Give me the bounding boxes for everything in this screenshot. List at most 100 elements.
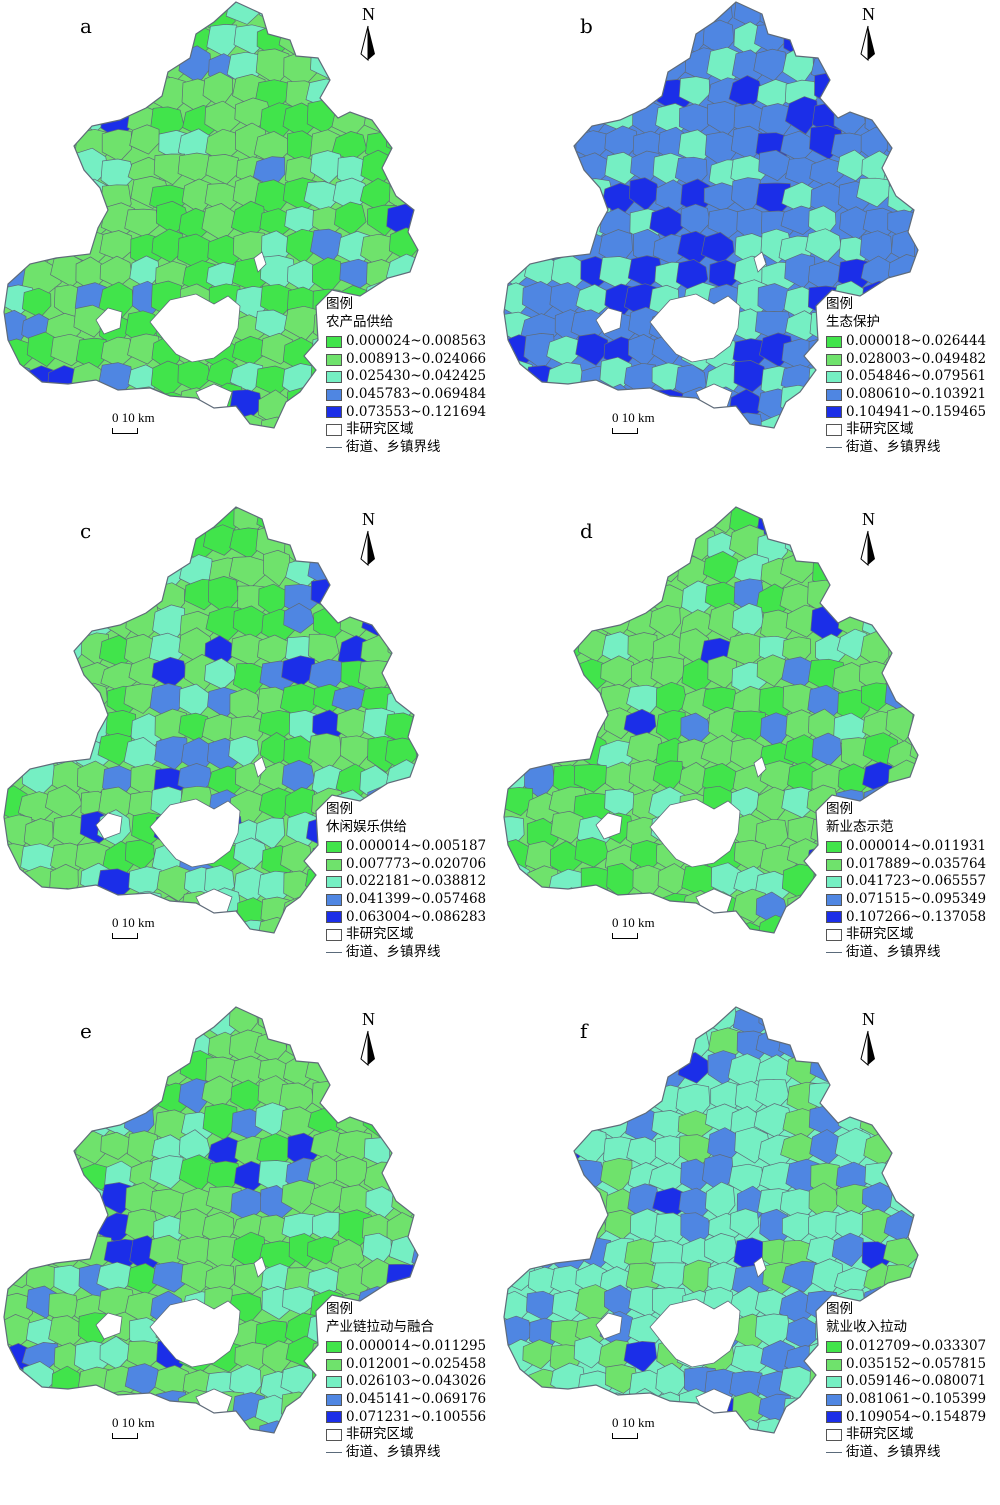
region-cell [504,917,535,933]
region-cell [603,1029,640,1062]
region-cell [627,577,659,608]
region-cell [521,918,554,933]
region-cell [524,77,556,113]
region-cell [130,1057,162,1090]
region-cell [389,579,418,617]
non-study-area [95,1312,123,1340]
region-cell [25,711,60,745]
region-cell [280,507,313,543]
legend-swatch [326,858,342,871]
region-cell [504,1371,529,1403]
legend-swatch [826,1393,842,1406]
region-cell [677,1110,713,1141]
region-cell [386,1053,418,1085]
region-cell [504,51,533,85]
region-cell [99,557,133,593]
non-study-area [595,307,623,335]
region-cell [25,627,60,665]
region-cell [103,1027,137,1059]
region-cell [649,29,681,63]
region-cell [4,411,35,428]
legend-line-swatch [326,447,342,449]
region-cell [101,581,134,611]
legend-range: 0.028003~0.049482 [846,350,987,367]
region-cell [629,21,663,53]
legend-title: 图例 [326,296,353,312]
scale-label: 0 10 km [112,915,155,930]
region-cell [76,1389,109,1424]
region-cell [786,2,819,32]
region-cell [130,72,162,102]
region-cell [523,1183,561,1222]
legend-subtitle: 生态保护 [826,313,880,330]
region-cell [914,260,918,296]
choropleth-map [503,1,919,429]
region-cell [548,2,584,27]
legend-swatch [326,423,342,436]
region-cell [4,1131,36,1165]
region-cell [572,583,608,617]
region-cell [51,1365,82,1404]
legend-range: 0.041723~0.065557 [846,873,987,890]
legend-range: 0.109054~0.154879 [846,1408,987,1425]
region-cell [53,1077,85,1112]
region-cell [504,413,537,428]
region-cell [4,363,34,399]
legend-range: 0.000014~0.005187 [346,838,487,855]
legend: 图例 生态保护 0.000018~0.026444 0.028003~0.049482… [826,296,996,456]
region-cell [548,1183,586,1219]
region-cell [388,654,418,688]
region-cell [4,507,30,539]
region-cell [910,708,918,743]
region-cell [4,1418,37,1433]
region-cell [892,1007,918,1035]
region-cell [528,893,560,931]
region-cell [550,1007,585,1040]
region-cell [915,524,918,560]
region-cell [307,507,345,539]
region-cell [504,526,537,564]
legend-boundary: 街道、乡镇界线 [826,439,996,457]
region-cell [546,179,581,210]
region-cell [415,759,418,798]
region-cell [526,659,563,693]
legend-range: 0.071231~0.100556 [346,1408,487,1425]
study-area-outline [3,506,419,934]
legend-boundary-label: 街道、乡镇界线 [346,438,441,455]
region-cell [28,97,60,135]
legend-swatch [326,1340,342,1353]
legend-class-4: 0.045141~0.069176 [326,1391,496,1409]
region-cell [21,654,56,690]
region-cell [21,178,55,213]
region-cell [888,630,918,668]
legend-swatch [326,1428,342,1441]
region-cell [597,557,636,594]
region-cell [286,387,321,418]
scale-bar: 0 10 km [612,410,655,434]
region-cell [862,77,895,110]
region-cell [124,208,160,238]
region-cell [914,1214,918,1252]
region-cell [649,605,681,640]
region-cell [546,1415,577,1433]
legend-class-1: 0.000024~0.008563 [326,333,496,351]
region-cell [4,557,35,591]
region-cell [573,1393,609,1428]
region-cell [546,1390,581,1422]
legend-range: 0.081061~0.105399 [846,1390,987,1407]
region-cell [549,1212,581,1248]
region-cell [914,233,918,269]
region-cell [886,656,914,689]
region-cell [521,52,556,88]
region-cell [4,21,32,53]
region-cell [202,71,234,108]
region-cell [504,580,527,613]
region-cell [599,21,631,55]
region-cell [127,21,157,54]
legend-swatch [326,840,342,853]
legend-swatch [326,371,342,384]
region-cell [675,1083,711,1121]
region-cell [4,1154,32,1185]
region-cell [47,577,76,612]
region-cell [915,1261,918,1297]
